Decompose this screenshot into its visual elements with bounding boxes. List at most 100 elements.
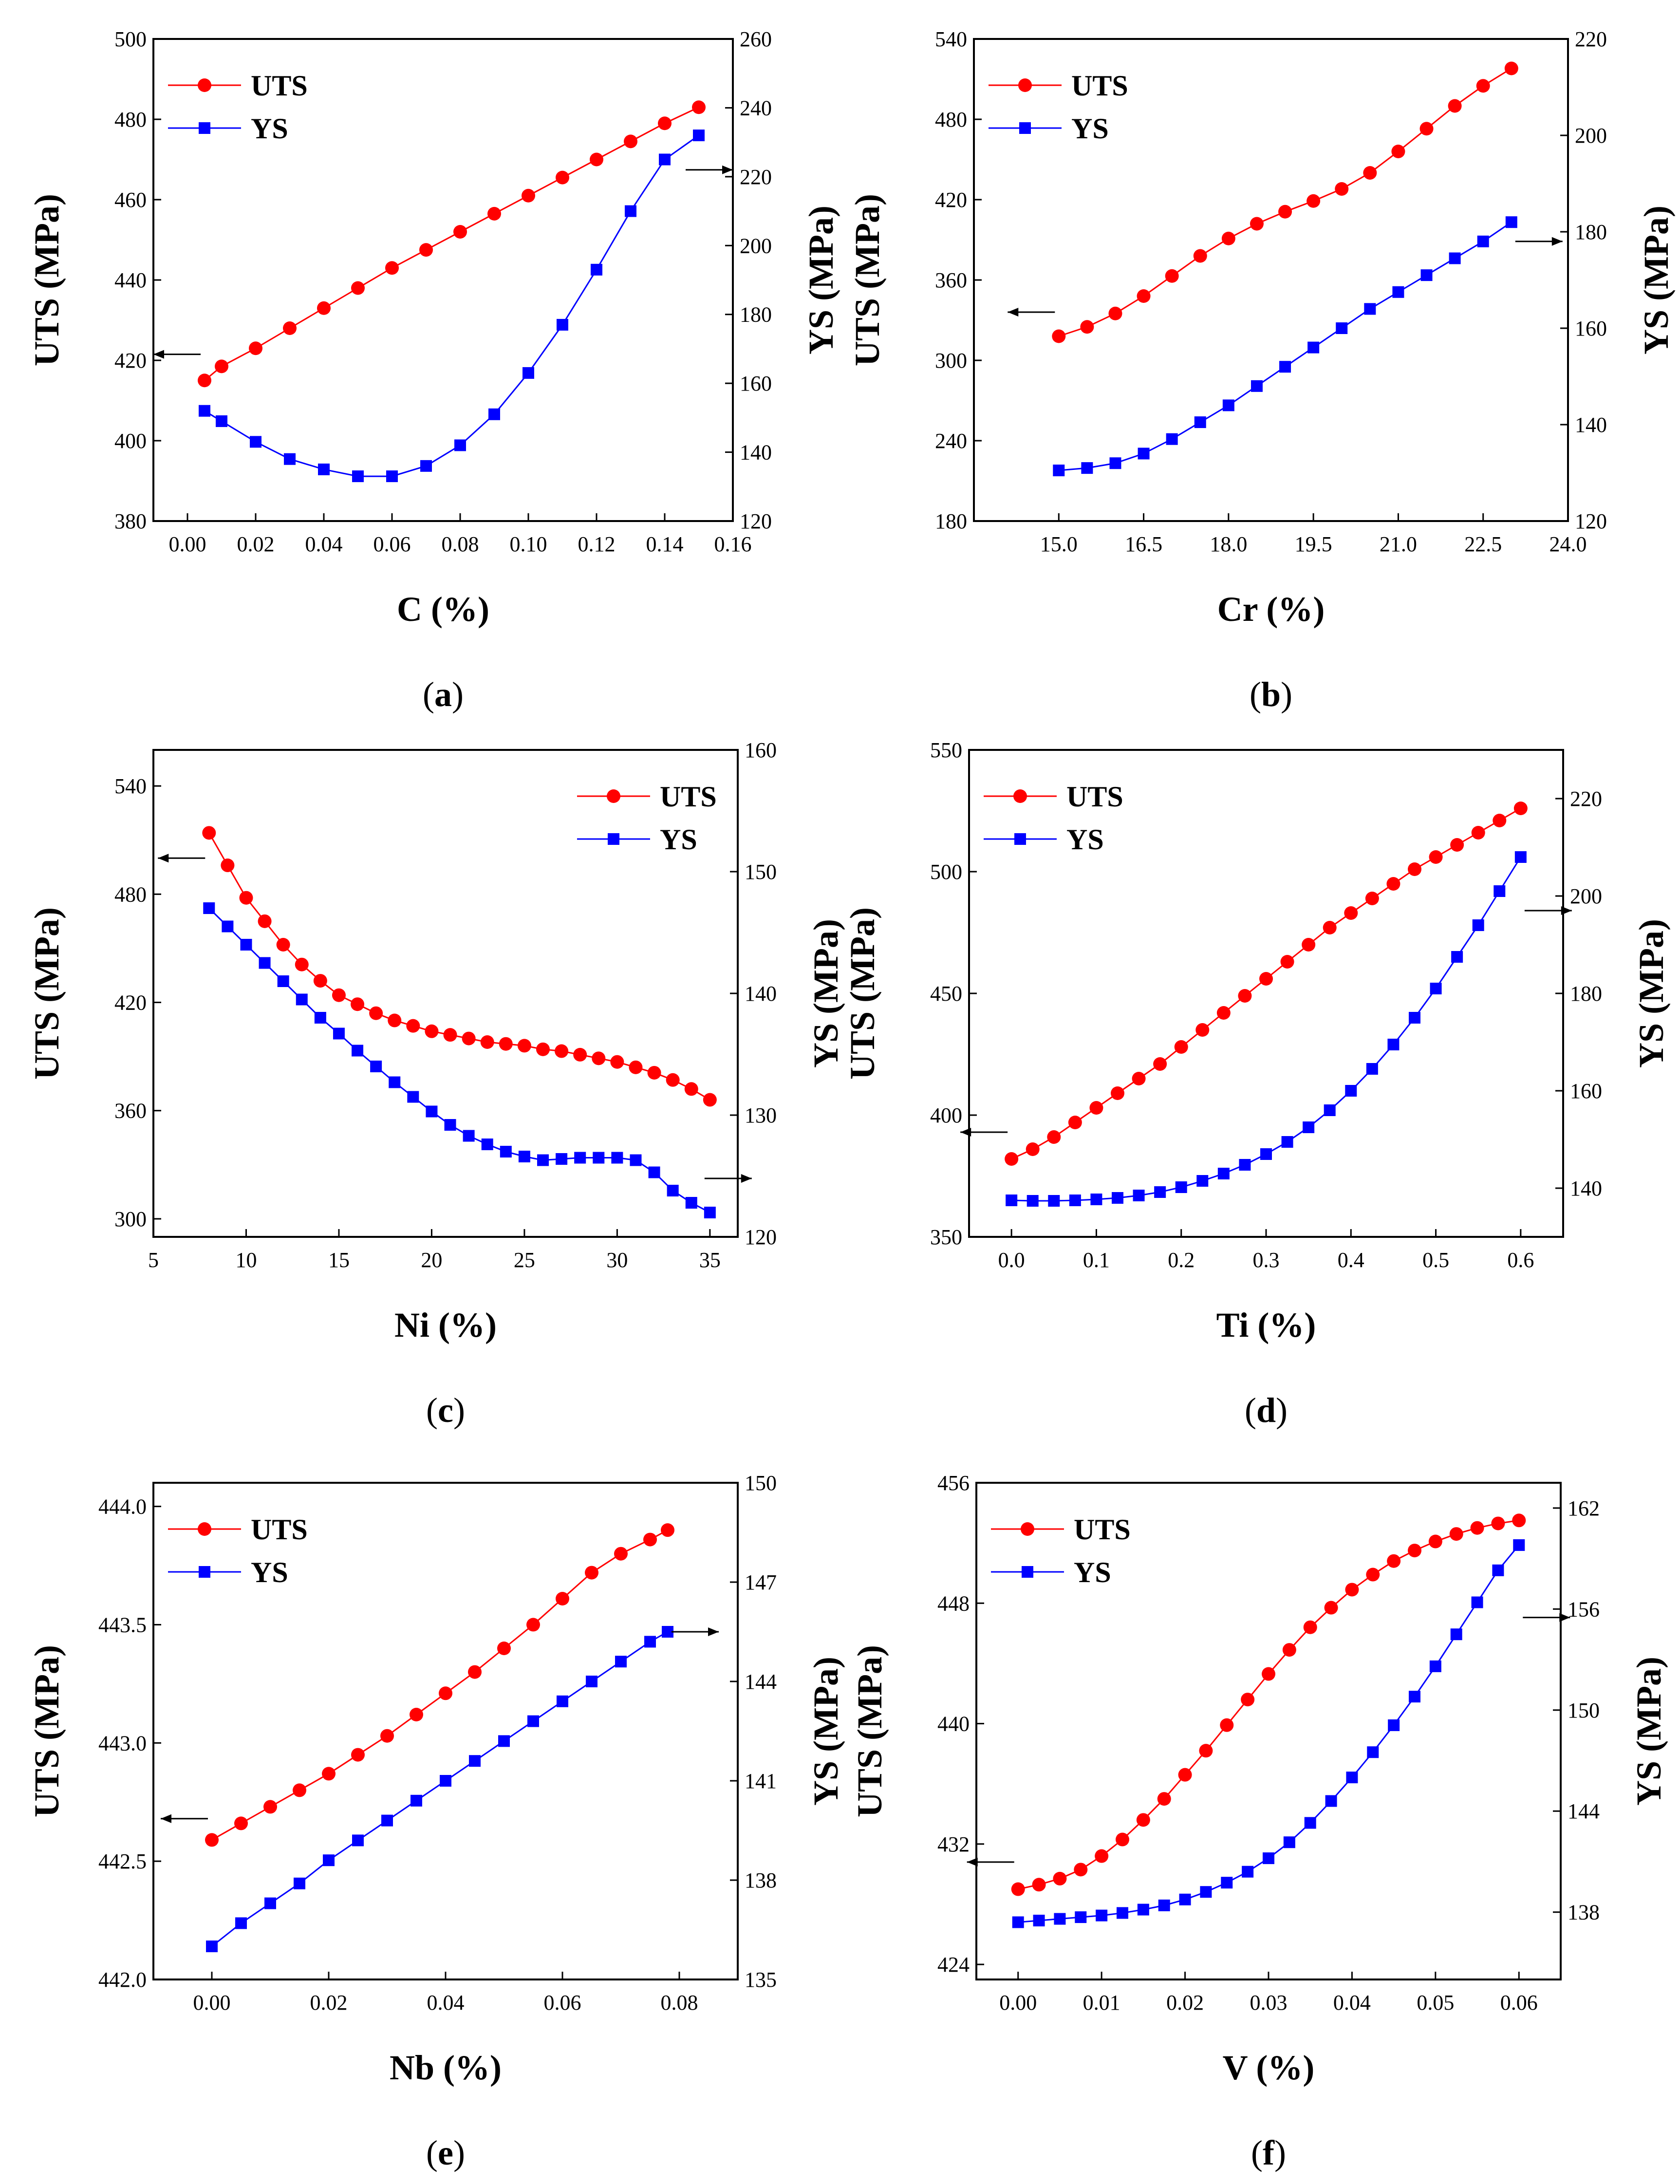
data-point-ys (1194, 416, 1206, 429)
data-point-uts (556, 170, 569, 185)
y-left-tick-label: 443.0 (98, 1731, 147, 1755)
x-tick-label: 18.0 (1210, 532, 1247, 556)
data-point-ys (1324, 1104, 1336, 1116)
arrow-head (1008, 308, 1019, 317)
legend-label-uts: UTS (251, 1513, 308, 1546)
data-point-ys (498, 1735, 510, 1747)
data-point-ys (1200, 1886, 1212, 1898)
y-right-tick-label: 160 (1575, 317, 1607, 340)
data-point-uts (263, 1800, 277, 1814)
y-left-tick-label: 480 (114, 108, 147, 131)
left-axis-arrow-icon (153, 350, 201, 359)
data-point-ys (370, 1061, 382, 1072)
data-point-ys (259, 957, 271, 969)
x-tick-label: 0.10 (510, 532, 547, 556)
y-right-tick-label: 200 (740, 234, 772, 258)
data-point-uts (1448, 99, 1462, 113)
data-point-uts (215, 359, 228, 373)
data-point-ys (389, 1076, 401, 1088)
x-tick-label: 0.01 (1083, 1991, 1120, 2015)
caption-letter: f (1263, 2133, 1275, 2172)
arrow-head (722, 165, 733, 174)
data-point-ys (250, 436, 261, 448)
x-tick-label: 0.08 (661, 1991, 698, 2015)
arrow-head (708, 1627, 719, 1636)
data-point-uts (1493, 814, 1507, 827)
data-point-ys (352, 470, 364, 483)
caption-close: ) (1281, 675, 1292, 714)
data-point-ys (1303, 1121, 1315, 1133)
data-point-ys (556, 1153, 568, 1165)
data-point-uts (614, 1547, 628, 1561)
y-right-tick-label: 141 (745, 1769, 777, 1793)
data-point-uts (517, 1039, 531, 1053)
y-right-tick-label: 120 (745, 1225, 777, 1249)
data-point-ys (557, 318, 568, 331)
arrow-head (1561, 906, 1572, 915)
x-axis-title: Ti (%) (1216, 1306, 1316, 1344)
series-line-ys (1059, 221, 1512, 471)
x-axis-title: Nb (%) (390, 2048, 502, 2087)
y-left-tick-label: 240 (935, 429, 967, 453)
legend-marker-ys (1019, 122, 1031, 134)
data-point-uts (1136, 1813, 1150, 1827)
x-tick-label: 0.4 (1338, 1248, 1364, 1272)
data-point-ys (1345, 1085, 1357, 1097)
arrow-head (741, 1174, 752, 1183)
data-point-ys (1260, 1148, 1272, 1160)
data-point-ys (523, 367, 534, 379)
x-tick-label: 0.0 (998, 1248, 1025, 1272)
legend-marker-uts (607, 789, 620, 803)
data-point-uts (1344, 906, 1358, 920)
data-point-uts (1335, 182, 1349, 196)
x-tick-label: 0.1 (1083, 1248, 1110, 1272)
data-point-ys (1006, 1195, 1018, 1206)
data-point-ys (264, 1897, 276, 1909)
data-point-ys (1336, 322, 1348, 334)
series-line-ys (208, 907, 710, 1213)
data-point-ys (440, 1775, 451, 1787)
data-point-uts (380, 1729, 394, 1743)
data-point-uts (1111, 1086, 1124, 1100)
y-right-axis-title: YS (MPa) (806, 919, 845, 1068)
panel-caption: (c) (426, 1391, 465, 1430)
data-point-ys (1222, 399, 1234, 411)
data-point-uts (1005, 1152, 1019, 1166)
data-point-ys (1196, 1175, 1209, 1187)
x-tick-label: 25 (514, 1248, 535, 1272)
data-point-ys (1033, 1914, 1045, 1926)
data-point-uts (592, 1051, 606, 1065)
x-tick-label: 15 (328, 1248, 350, 1272)
data-point-uts (462, 1031, 476, 1045)
legend-label-ys: YS (660, 823, 697, 856)
y-left-axis-title: UTS (MPa) (843, 907, 882, 1080)
x-tick-label: 0.06 (373, 532, 411, 556)
data-point-ys (693, 130, 705, 141)
y-left-tick-label: 500 (930, 860, 962, 884)
y-left-axis-title: UTS (MPa) (27, 1645, 66, 1817)
data-point-uts (499, 1037, 513, 1051)
x-tick-label: 0.00 (999, 1991, 1037, 2015)
plot-frame (975, 1482, 1562, 1980)
data-point-uts (1504, 61, 1518, 75)
y-right-axis-title: YS (MPa) (1629, 1657, 1668, 1806)
x-tick-label: 16.5 (1125, 532, 1162, 556)
data-point-uts (439, 1686, 452, 1700)
data-point-uts (1221, 231, 1235, 245)
caption-open: ( (1250, 675, 1261, 714)
data-point-uts (647, 1065, 661, 1080)
x-tick-label: 20 (421, 1248, 442, 1272)
x-tick-label: 0.12 (578, 532, 616, 556)
chart-panel-e: 0.00 0.02 0.04 0.06 0.08 442.0 442.5 443.0 443.5… (27, 1471, 845, 2172)
data-point-ys (1429, 1660, 1441, 1672)
x-tick-label: 0.06 (544, 1991, 581, 2015)
data-point-uts (385, 261, 399, 275)
data-point-uts (351, 1748, 365, 1762)
data-point-uts (1165, 269, 1179, 283)
data-point-uts (406, 1019, 420, 1033)
y-left-tick-label: 300 (935, 349, 967, 373)
y-right-tick-label: 140 (1575, 413, 1607, 437)
arrow-head (960, 1128, 971, 1137)
legend-label-ys: YS (251, 1556, 288, 1588)
data-point-ys (314, 1012, 326, 1024)
